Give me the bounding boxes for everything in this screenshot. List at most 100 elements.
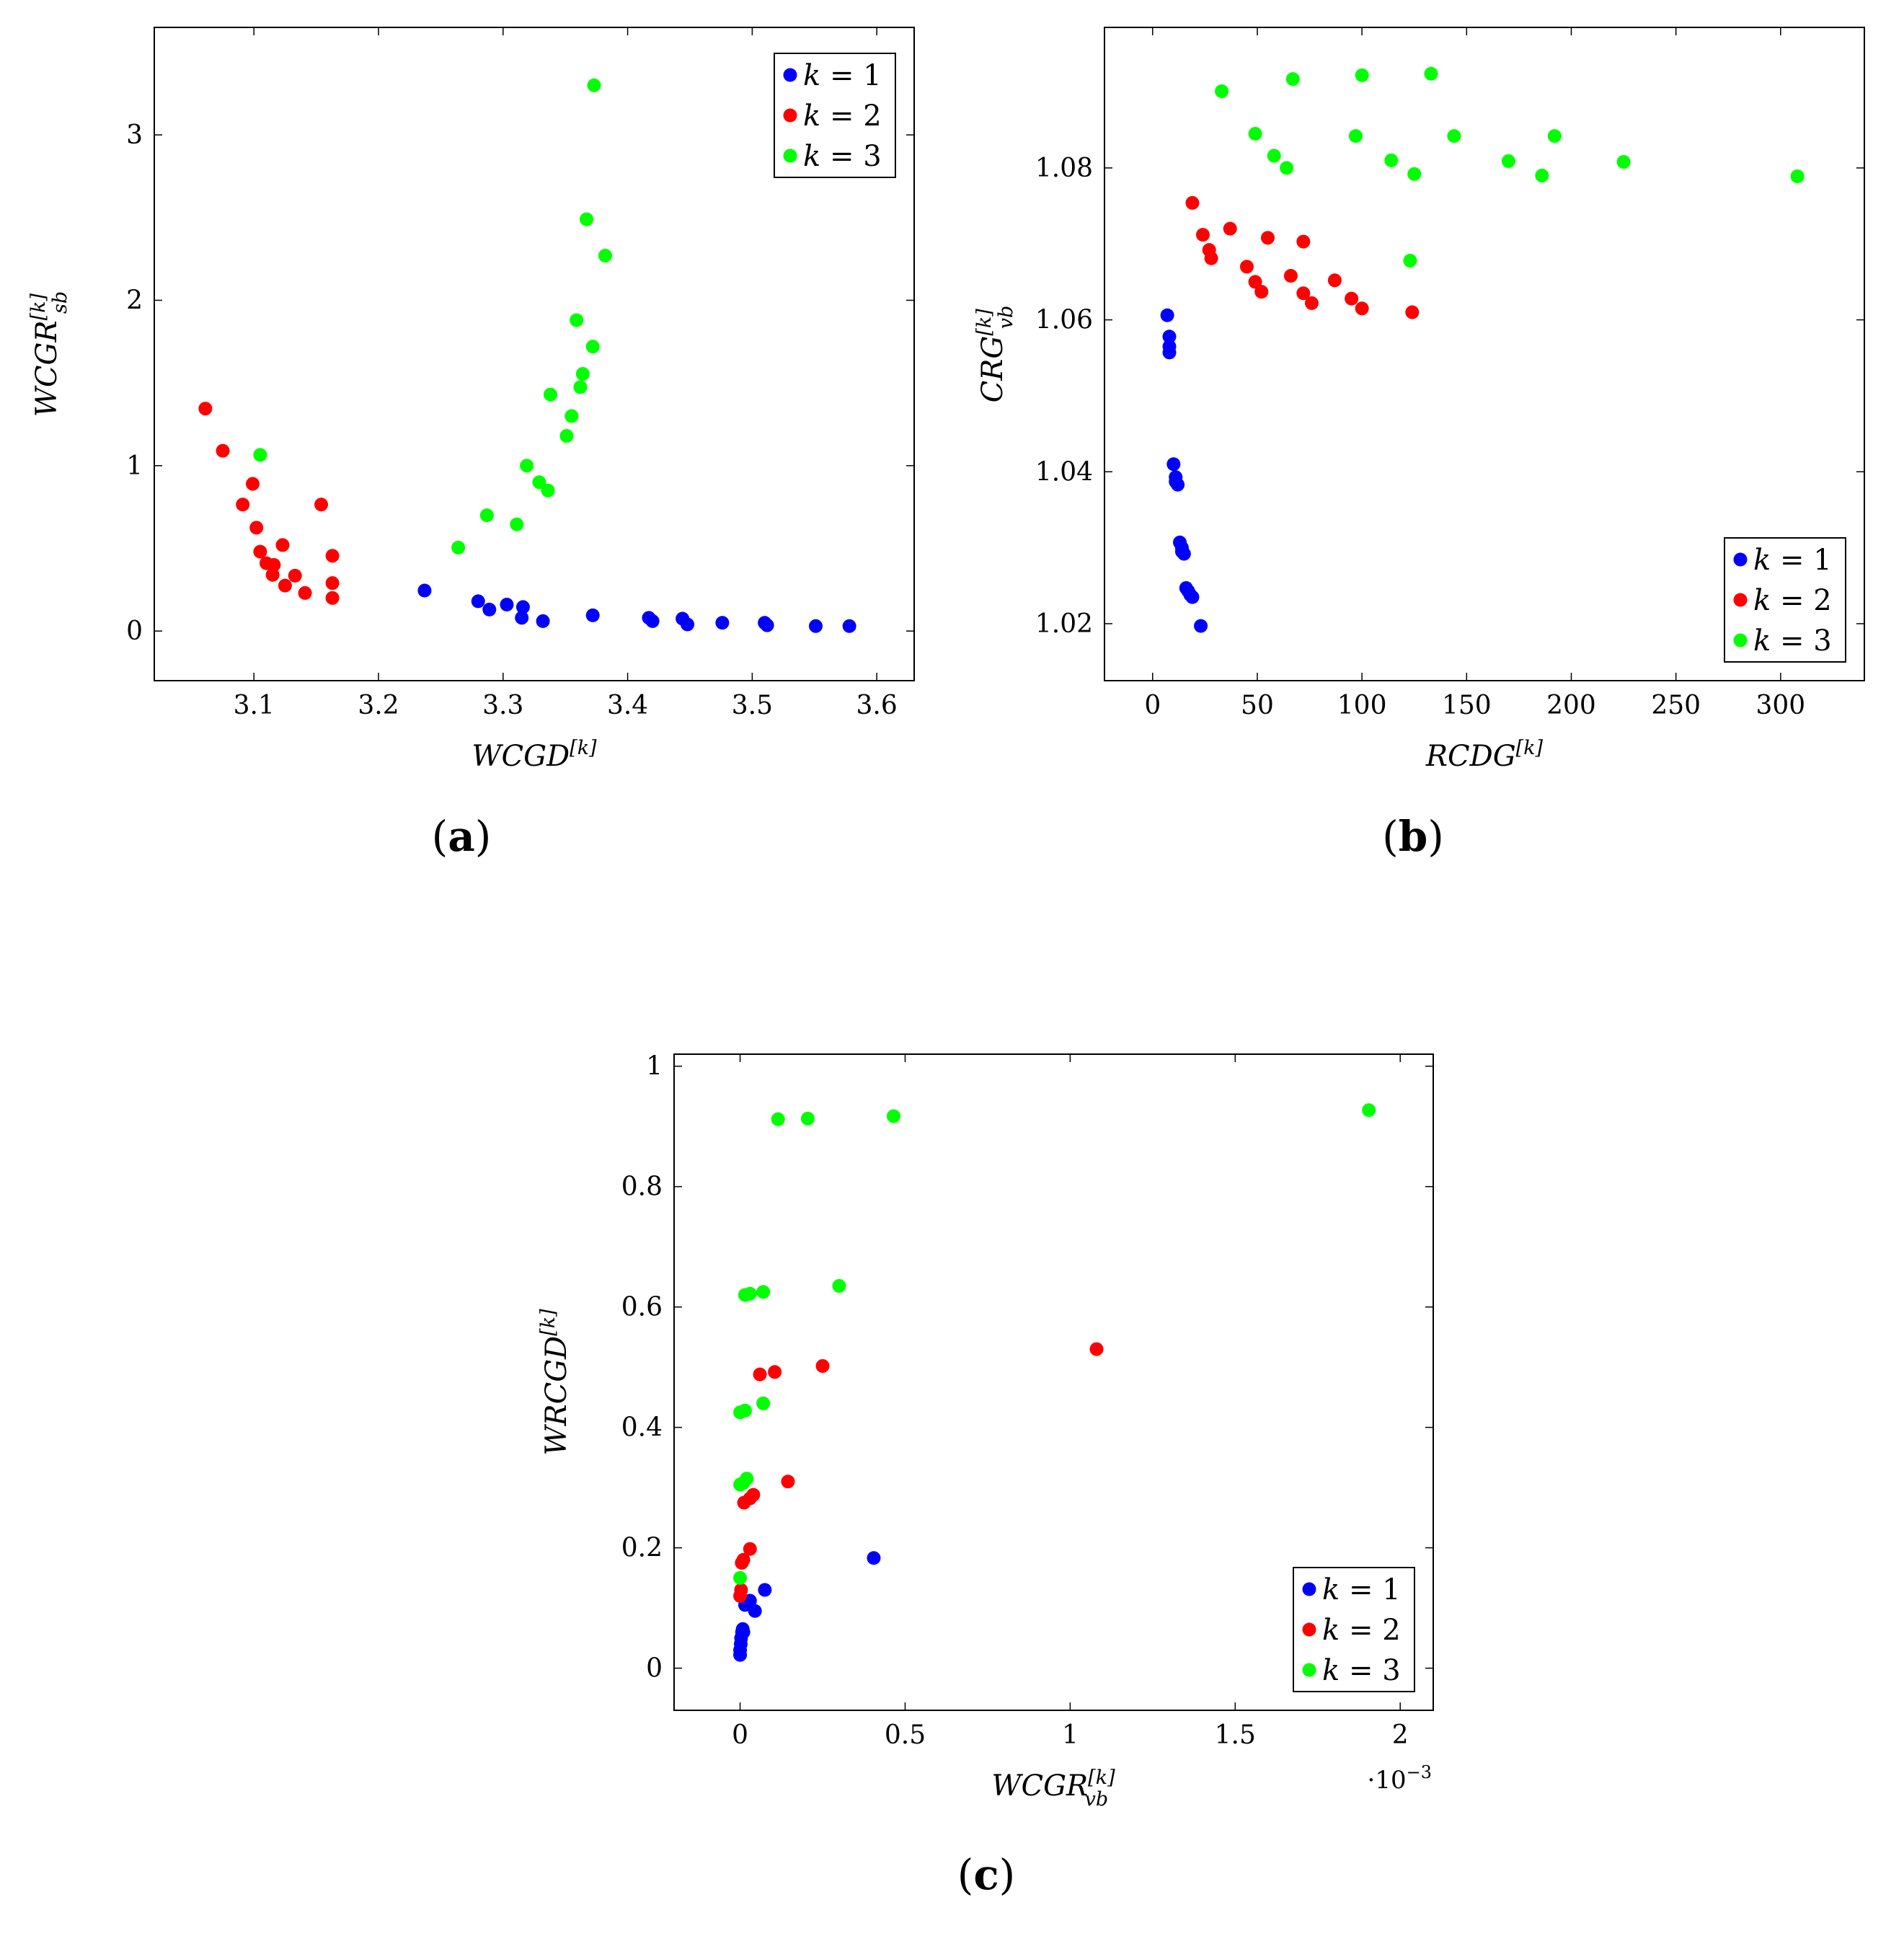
x-tick-label: 250 xyxy=(1651,691,1701,720)
data-point xyxy=(1185,195,1200,210)
x-tick-label: 2 xyxy=(1392,1720,1409,1750)
data-point xyxy=(1790,169,1805,183)
y-tick-label: 0 xyxy=(646,1654,663,1684)
data-point xyxy=(645,614,660,628)
data-point xyxy=(1283,268,1298,283)
data-point xyxy=(1345,291,1359,306)
legend-marker-k1 xyxy=(783,68,797,82)
series-k2 xyxy=(1185,195,1420,319)
data-point xyxy=(743,1542,757,1556)
legend-marker-k3 xyxy=(1302,1663,1316,1677)
data-point xyxy=(781,1475,795,1489)
data-point xyxy=(541,483,555,498)
x-tick-label: 50 xyxy=(1241,691,1274,720)
legend-label-k3: k = 3 xyxy=(1753,624,1832,658)
legend-label-k2: k = 2 xyxy=(803,100,882,133)
data-point xyxy=(1215,84,1229,98)
data-point xyxy=(1280,161,1294,175)
y-axis-label: WRCGD[k] xyxy=(537,1309,573,1456)
data-point xyxy=(532,475,546,490)
legend: k = 1 k = 2 k = 3 xyxy=(774,53,896,178)
data-point xyxy=(1424,66,1438,81)
data-point xyxy=(1362,1103,1376,1118)
legend-label-k1: k = 1 xyxy=(803,59,882,92)
plot-frame xyxy=(1104,27,1865,681)
data-point xyxy=(1407,167,1422,181)
series-k3 xyxy=(253,78,612,554)
data-point xyxy=(288,568,302,583)
data-point xyxy=(580,212,594,226)
data-point xyxy=(1248,126,1262,141)
x-tick-label: 200 xyxy=(1546,691,1596,720)
data-point xyxy=(1535,168,1549,182)
data-point xyxy=(815,1358,830,1373)
data-point xyxy=(1223,221,1237,236)
legend: k = 1 k = 2 k = 3 xyxy=(1724,537,1846,663)
data-point xyxy=(246,477,260,491)
data-point xyxy=(1384,153,1399,167)
y-tick-label: 2 xyxy=(126,286,143,315)
legend-marker-k3 xyxy=(1733,633,1748,647)
data-point xyxy=(559,429,574,443)
y-tick-label: 3 xyxy=(126,120,143,150)
x-tick-label: 0 xyxy=(1144,691,1161,720)
x-tick-label: 0.5 xyxy=(885,1720,926,1750)
data-point xyxy=(1089,1342,1104,1356)
y-axis-label: WCGR[k]sb xyxy=(27,291,71,417)
caption: (a) xyxy=(432,812,492,861)
x-tick-label: 1 xyxy=(1062,1720,1079,1750)
data-point xyxy=(756,1396,771,1410)
data-point xyxy=(832,1278,846,1293)
data-point xyxy=(1327,273,1342,288)
data-point xyxy=(1194,619,1208,633)
data-point xyxy=(515,611,529,625)
data-point xyxy=(800,1111,815,1126)
legend-marker-k2 xyxy=(783,108,797,123)
legend-marker-k2 xyxy=(1302,1622,1316,1637)
legend: k = 1 k = 2 k = 3 xyxy=(1293,1567,1415,1692)
data-point xyxy=(1177,547,1191,561)
x-tick-label: 3.5 xyxy=(732,691,773,720)
data-point xyxy=(520,459,534,473)
data-point xyxy=(575,367,590,381)
legend-label-k2: k = 2 xyxy=(1753,584,1832,617)
x-axis-multiplier: ·10−3 xyxy=(1368,1762,1432,1795)
data-point xyxy=(760,618,774,632)
data-point xyxy=(570,313,584,327)
data-point xyxy=(471,594,485,609)
y-tick-label: 0.4 xyxy=(621,1413,663,1443)
legend-marker-k2 xyxy=(1733,593,1748,607)
data-point xyxy=(740,1472,754,1486)
data-point xyxy=(1296,286,1311,301)
x-axis-label: WCGR[k] vb xyxy=(991,1767,1115,1811)
data-point xyxy=(500,597,514,611)
data-point xyxy=(1160,308,1174,322)
data-point xyxy=(585,340,600,354)
data-point xyxy=(1285,72,1300,87)
legend-marker-k1 xyxy=(1302,1582,1316,1596)
y-tick-label: 0.6 xyxy=(621,1293,663,1322)
data-point xyxy=(734,1583,748,1597)
data-point xyxy=(587,78,601,92)
data-point xyxy=(585,608,600,622)
data-point xyxy=(1248,275,1262,289)
data-point xyxy=(198,402,213,416)
data-point xyxy=(1348,129,1363,143)
data-point xyxy=(253,448,267,462)
y-axis-label: CRG[k]vb xyxy=(973,306,1017,403)
caption: (b) xyxy=(1382,812,1444,861)
legend-marker-k1 xyxy=(1733,552,1748,567)
x-axis-label: WCGD[k] xyxy=(471,737,597,773)
data-point xyxy=(573,380,588,394)
data-point xyxy=(1355,301,1369,316)
y-tick-label: 1.02 xyxy=(1035,609,1093,639)
data-point xyxy=(746,1488,761,1502)
data-point xyxy=(1162,345,1177,360)
data-point xyxy=(1260,231,1275,245)
data-point xyxy=(681,617,695,632)
data-point xyxy=(715,616,730,630)
x-tick-label: 1.5 xyxy=(1215,1720,1256,1750)
chart-c: 0 0.5 1 1.5 2 0 0.2 0.4 0.6 0.8 1 WCGR[k] vb WRCGD[k]… xyxy=(537,1052,1434,1899)
data-point xyxy=(236,498,250,512)
